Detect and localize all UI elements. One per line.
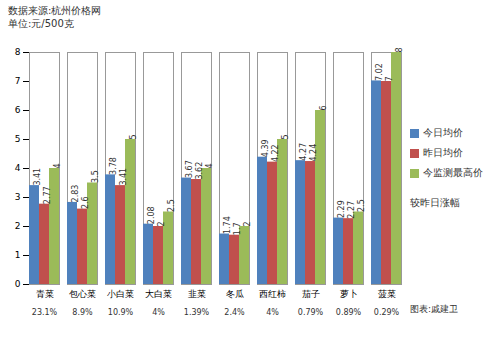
svg-text:4.24: 4.24 [309, 144, 318, 162]
svg-text:3.62: 3.62 [195, 162, 204, 180]
svg-text:2: 2 [243, 221, 252, 226]
svg-text:2: 2 [157, 221, 166, 226]
svg-text:4: 4 [205, 163, 214, 168]
html-text:单位:元/500克: 单位:元/500克 [8, 18, 74, 29]
svg-text:2.5: 2.5 [357, 199, 366, 212]
svg-text:5: 5 [281, 134, 290, 139]
svg-text:包心菜: 包心菜 [69, 289, 96, 299]
svg-text:4.27: 4.27 [299, 143, 308, 161]
svg-text:2.77: 2.77 [43, 186, 52, 204]
svg-text:4: 4 [15, 163, 21, 173]
svg-text:2.83: 2.83 [71, 185, 80, 203]
svg-text:6: 6 [319, 105, 328, 110]
svg-text:5: 5 [129, 134, 138, 139]
svg-text:大白菜: 大白菜 [145, 289, 172, 299]
svg-text:1.39%: 1.39% [184, 308, 210, 317]
svg-text:2.27: 2.27 [347, 201, 356, 219]
svg-text:冬瓜: 冬瓜 [226, 289, 244, 299]
html-text:图表:戚建卫: 图表:戚建卫 [410, 304, 458, 314]
svg-text:4.39: 4.39 [261, 139, 270, 157]
svg-text:7: 7 [15, 76, 21, 86]
svg-text:2.4%: 2.4% [224, 308, 245, 317]
svg-text:0.89%: 0.89% [336, 308, 362, 317]
svg-text:1: 1 [15, 250, 21, 260]
svg-text:1.74: 1.74 [223, 216, 232, 234]
svg-text:小白菜: 小白菜 [107, 289, 134, 299]
html-text:今监测最高价: 今监测最高价 [423, 167, 483, 178]
svg-text:3.5: 3.5 [91, 170, 100, 183]
svg-text:西红柿: 西红柿 [259, 289, 286, 299]
svg-text:1.7: 1.7 [233, 222, 242, 235]
svg-text:萝卜: 萝卜 [340, 289, 358, 299]
svg-text:3: 3 [15, 192, 21, 202]
svg-text:5: 5 [15, 134, 21, 144]
svg-text:韭菜: 韭菜 [188, 289, 206, 299]
svg-text:7: 7 [385, 76, 394, 81]
svg-text:4%: 4% [266, 308, 279, 317]
svg-text:0.79%: 0.79% [298, 308, 324, 317]
svg-text:0: 0 [15, 279, 21, 289]
svg-text:菠菜: 菠菜 [378, 289, 396, 299]
html-text:今日均价: 今日均价 [423, 127, 463, 138]
svg-text:23.1%: 23.1% [32, 308, 58, 317]
svg-text:2.29: 2.29 [337, 200, 346, 218]
svg-text:2: 2 [15, 221, 21, 231]
svg-text:6: 6 [15, 105, 21, 115]
svg-text:8: 8 [395, 47, 404, 52]
svg-text:4.22: 4.22 [271, 144, 280, 162]
svg-text:4: 4 [53, 163, 62, 168]
svg-text:3.67: 3.67 [185, 160, 194, 178]
svg-text:8: 8 [15, 47, 21, 57]
svg-text:3.41: 3.41 [33, 168, 42, 186]
html-text:较昨日涨幅: 较昨日涨幅 [410, 197, 460, 208]
svg-text:4%: 4% [152, 308, 165, 317]
svg-text:7.02: 7.02 [375, 63, 384, 81]
svg-text:10.9%: 10.9% [108, 308, 134, 317]
svg-text:茄子: 茄子 [302, 289, 320, 299]
svg-text:2.5: 2.5 [167, 199, 176, 212]
html-text:数据来源:杭州价格网: 数据来源:杭州价格网 [8, 5, 102, 16]
svg-text:2.6: 2.6 [81, 196, 90, 209]
html-text:昨日均价: 昨日均价 [423, 147, 463, 158]
svg-text:3.78: 3.78 [109, 157, 118, 175]
svg-text:青菜: 青菜 [36, 289, 54, 299]
svg-text:3.41: 3.41 [119, 168, 128, 186]
svg-text:2.08: 2.08 [147, 206, 156, 224]
svg-text:8.9%: 8.9% [72, 308, 93, 317]
svg-text:0.29%: 0.29% [374, 308, 400, 317]
